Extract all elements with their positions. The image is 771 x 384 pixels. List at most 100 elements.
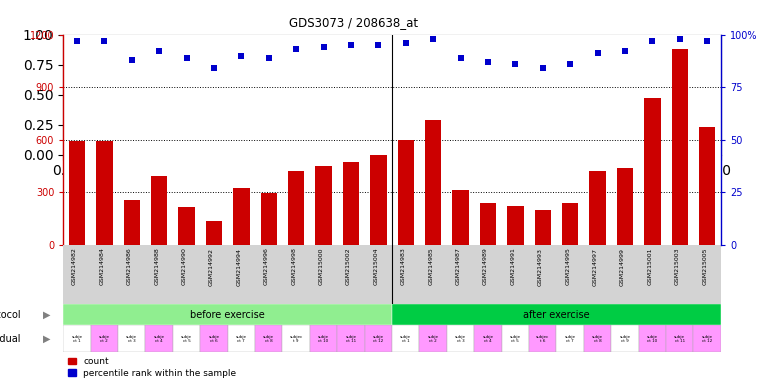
Text: ▶: ▶ [42, 334, 50, 344]
Text: subje
ct 4: subje ct 4 [153, 334, 165, 343]
Bar [206, 221, 222, 245]
Bar [398, 140, 414, 245]
Bar [557, 325, 584, 352]
Bar [447, 325, 474, 352]
Text: GSM214998: GSM214998 [291, 248, 296, 285]
Bar [337, 325, 365, 352]
Text: subje
ct 11: subje ct 11 [675, 334, 685, 343]
Bar [644, 98, 661, 245]
Text: GSM214984: GSM214984 [99, 248, 104, 285]
Bar [502, 325, 529, 352]
Text: subje
ct 10: subje ct 10 [647, 334, 658, 343]
Bar [693, 325, 721, 352]
Bar [343, 162, 359, 245]
Text: subje
ct 3: subje ct 3 [126, 334, 137, 343]
Text: GSM214993: GSM214993 [537, 248, 543, 286]
Text: subje
ct 3: subje ct 3 [455, 334, 466, 343]
Text: GSM215005: GSM215005 [702, 248, 707, 285]
Text: GSM214986: GSM214986 [126, 248, 132, 285]
Text: subje
ct 6: subje ct 6 [208, 334, 220, 343]
Text: GSM214987: GSM214987 [456, 248, 460, 285]
Text: GSM214995: GSM214995 [565, 248, 571, 285]
Bar [453, 190, 469, 245]
Bar [282, 325, 310, 352]
Bar [529, 325, 557, 352]
Text: GSM214991: GSM214991 [510, 248, 515, 285]
Text: subjec
t 9: subjec t 9 [290, 334, 303, 343]
Bar [69, 141, 85, 245]
Bar [370, 156, 386, 245]
Text: GSM214997: GSM214997 [593, 248, 598, 286]
Text: subje
ct 4: subje ct 4 [483, 334, 493, 343]
Bar [63, 304, 392, 325]
Bar [173, 325, 200, 352]
Text: after exercise: after exercise [524, 310, 590, 320]
Bar [233, 188, 250, 245]
Text: GSM214989: GSM214989 [483, 248, 488, 285]
Bar [589, 171, 606, 245]
Bar [392, 304, 721, 325]
Text: subje
ct 7: subje ct 7 [236, 334, 247, 343]
Text: GSM215004: GSM215004 [373, 248, 379, 285]
Bar [474, 325, 502, 352]
Text: GDS3073 / 208638_at: GDS3073 / 208638_at [289, 16, 418, 29]
Bar [611, 325, 638, 352]
Text: protocol: protocol [0, 310, 21, 320]
Bar [151, 176, 167, 245]
Bar [507, 206, 524, 245]
Bar [118, 325, 146, 352]
Text: subje
ct 1: subje ct 1 [400, 334, 411, 343]
Text: subje
ct 8: subje ct 8 [592, 334, 603, 343]
Text: subje
ct 2: subje ct 2 [99, 334, 109, 343]
Bar [666, 325, 693, 352]
Bar [480, 203, 497, 245]
Bar [584, 325, 611, 352]
Bar [200, 325, 227, 352]
Text: ▶: ▶ [42, 310, 50, 320]
Bar [419, 325, 447, 352]
Text: GSM215000: GSM215000 [318, 248, 324, 285]
Text: before exercise: before exercise [190, 310, 265, 320]
Text: subje
ct 12: subje ct 12 [373, 334, 384, 343]
Text: subje
ct 7: subje ct 7 [564, 334, 576, 343]
Bar [178, 207, 195, 245]
Bar [365, 325, 392, 352]
Text: subje
ct 10: subje ct 10 [318, 334, 329, 343]
Bar [255, 325, 282, 352]
Text: subjec
t 6: subjec t 6 [536, 334, 550, 343]
Bar [562, 204, 578, 245]
Bar [146, 325, 173, 352]
Text: GSM214996: GSM214996 [264, 248, 269, 285]
Bar [123, 200, 140, 245]
Bar [534, 210, 551, 245]
Text: GSM214983: GSM214983 [401, 248, 406, 285]
Text: GSM214988: GSM214988 [154, 248, 159, 285]
Text: GSM215002: GSM215002 [346, 248, 351, 285]
Text: subje
ct 5: subje ct 5 [181, 334, 192, 343]
Bar [425, 120, 441, 245]
Text: individual: individual [0, 334, 21, 344]
Legend: count, percentile rank within the sample: count, percentile rank within the sample [68, 357, 236, 377]
Bar [672, 48, 688, 245]
Text: GSM214990: GSM214990 [181, 248, 187, 285]
Text: subje
ct 9: subje ct 9 [619, 334, 631, 343]
Bar [310, 325, 337, 352]
Text: GSM214999: GSM214999 [620, 248, 625, 286]
Text: GSM215001: GSM215001 [648, 248, 652, 285]
Bar [96, 141, 113, 245]
Text: subje
ct 5: subje ct 5 [510, 334, 521, 343]
Bar [315, 166, 332, 245]
Text: subje
ct 11: subje ct 11 [345, 334, 356, 343]
Text: subje
ct 1: subje ct 1 [72, 334, 82, 343]
Text: GSM215003: GSM215003 [675, 248, 680, 285]
Text: GSM214992: GSM214992 [209, 248, 214, 286]
Bar [91, 325, 118, 352]
Text: GSM214985: GSM214985 [428, 248, 433, 285]
Bar [227, 325, 255, 352]
Bar [699, 127, 715, 245]
Bar [261, 193, 277, 245]
Text: subje
ct 12: subje ct 12 [702, 334, 712, 343]
Bar [288, 171, 305, 245]
Text: subje
ct 2: subje ct 2 [428, 334, 439, 343]
Text: subje
ct 8: subje ct 8 [263, 334, 274, 343]
